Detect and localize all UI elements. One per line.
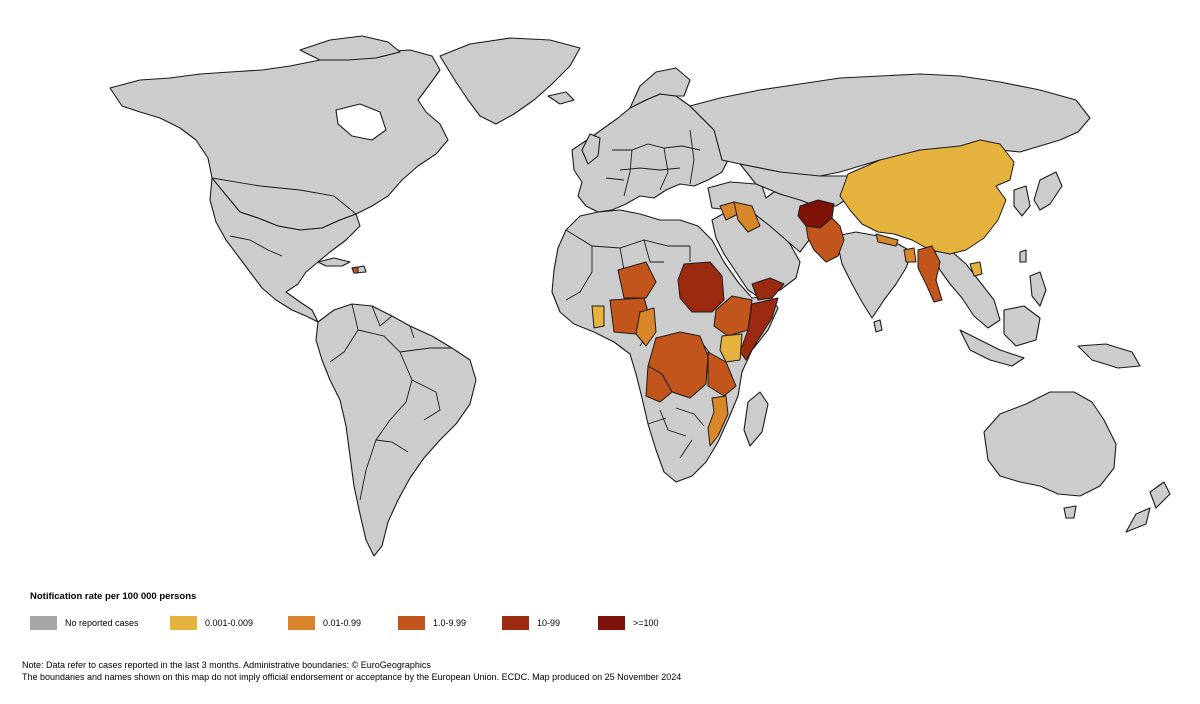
alaska-canada-landmass [109,49,449,231]
arctic-islands [299,35,401,61]
pakistan [805,217,845,263]
ghana [591,305,605,329]
cuba [317,257,351,267]
tasmania [1063,505,1077,519]
legend-label: 10-99 [537,618,561,628]
legend-title: Notification rate per 100 000 persons [30,591,197,602]
haiti [351,266,359,274]
south-america-borders [329,303,452,501]
legend-label: >=100 [633,618,659,628]
legend-swatch-100 [598,616,625,630]
hudson-bay-water [335,103,387,141]
legend-swatch-no-cases [30,616,57,630]
legend-label: 1.0-9.99 [433,618,467,628]
canada-usa-border [211,177,357,215]
central-asia [739,163,853,207]
legend: No reported cases 0.001-0.009 0.01-0.99 … [30,616,678,630]
legend-item-100: >=100 [598,616,678,630]
legend-label: No reported cases [65,618,139,628]
legend-item-001: 0.01-0.99 [288,616,398,630]
legend-swatch-001 [288,616,315,630]
legend-swatch-0001 [170,616,197,630]
nepal [875,233,899,247]
yemen [751,277,785,301]
angola [645,365,673,403]
myanmar [917,245,943,303]
scandinavia [629,67,691,109]
legend-swatch-10 [502,616,529,630]
vietnam [969,261,983,277]
usa-mexico [209,177,361,323]
borneo [1003,305,1041,347]
iceland [547,91,575,105]
bangladesh [903,247,917,263]
legend-label: 0.001-0.009 [205,618,254,628]
legend-label: 0.01-0.99 [323,618,362,628]
new-guinea [1077,343,1141,369]
south-america [315,303,477,557]
somalia [739,297,779,361]
map-note: Note: Data refer to cases reported in th… [22,660,681,683]
greenland [439,37,581,125]
australia [983,391,1117,497]
uk [581,133,601,165]
china [839,139,1015,255]
usa-mexico-border [229,235,283,257]
mozambique [707,395,729,447]
taiwan [1019,249,1027,263]
ethiopia [713,295,753,337]
new-zealand [1125,481,1171,533]
note-line-1: Note: Data refer to cases reported in th… [22,660,431,670]
sudan [677,261,725,313]
note-line-2: The boundaries and names shown on this m… [22,671,682,682]
southeast-asia [931,249,1001,329]
legend-item-10: 10-99 [502,616,598,630]
india [835,231,913,319]
philippines [1029,271,1047,307]
legend-item-no-cases: No reported cases [30,616,170,630]
niger [617,261,657,299]
korea-japan [1013,171,1063,217]
legend-swatch-1 [398,616,425,630]
chad-cameroon [635,307,657,347]
kenya [719,333,743,363]
indonesia-west [959,329,1025,367]
legend-item-1: 1.0-9.99 [398,616,502,630]
legend-item-0001: 0.001-0.009 [170,616,288,630]
madagascar [743,391,769,447]
iraq [733,201,761,233]
world-map [109,35,1171,557]
sri-lanka [873,319,883,333]
tanzania [707,351,737,397]
europe-borders [605,129,701,197]
